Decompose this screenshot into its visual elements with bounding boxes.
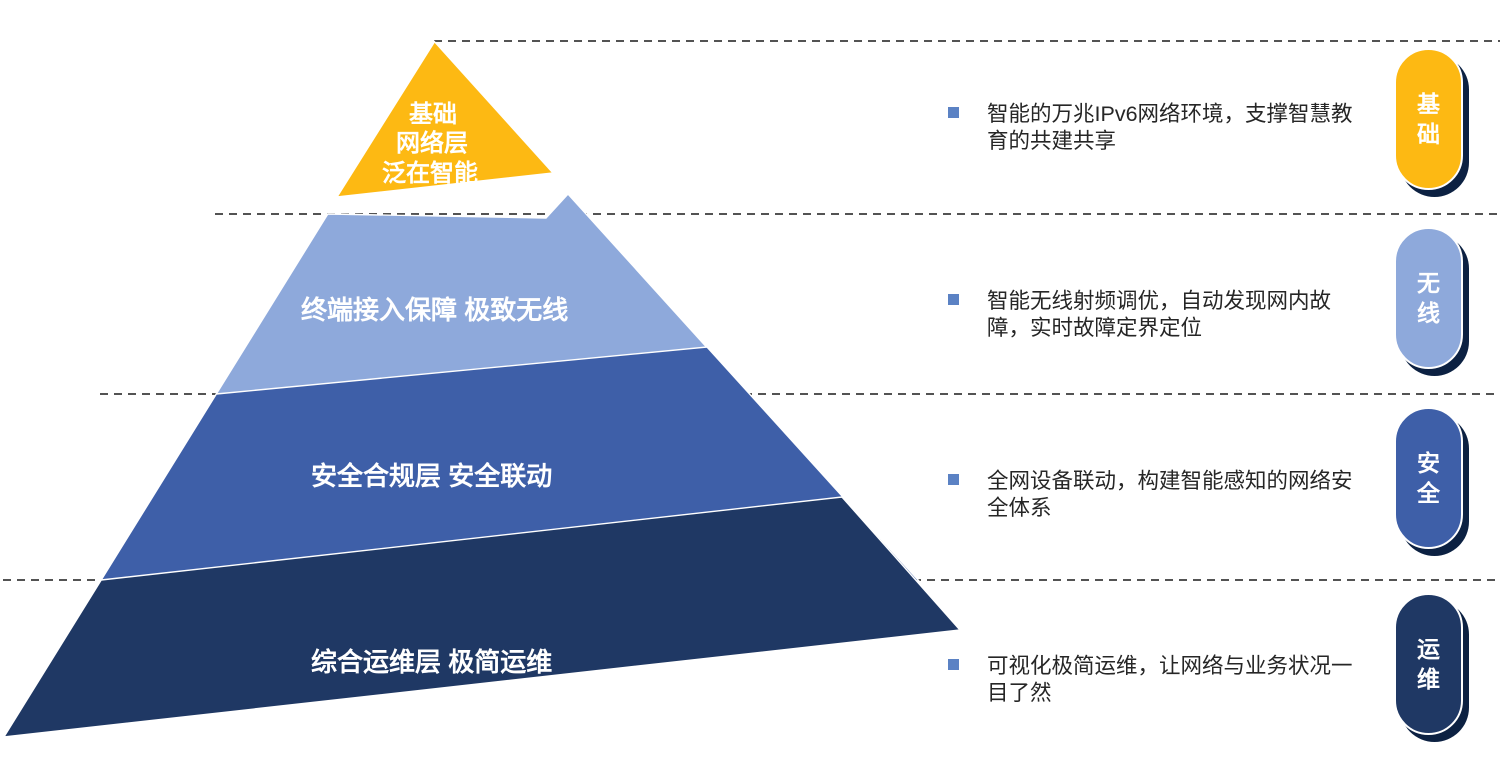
- svg-text:基础: 基础: [409, 101, 457, 128]
- svg-text:网络层: 网络层: [396, 129, 468, 157]
- svg-text:安全合规层 安全联动: 安全合规层 安全联动: [311, 461, 552, 491]
- svg-text:综合运维层 极简运维: 综合运维层 极简运维: [311, 647, 552, 677]
- svg-text:终端接入保障 极致无线: 终端接入保障 极致无线: [301, 295, 568, 325]
- svg-text:泛在智能: 泛在智能: [382, 159, 478, 187]
